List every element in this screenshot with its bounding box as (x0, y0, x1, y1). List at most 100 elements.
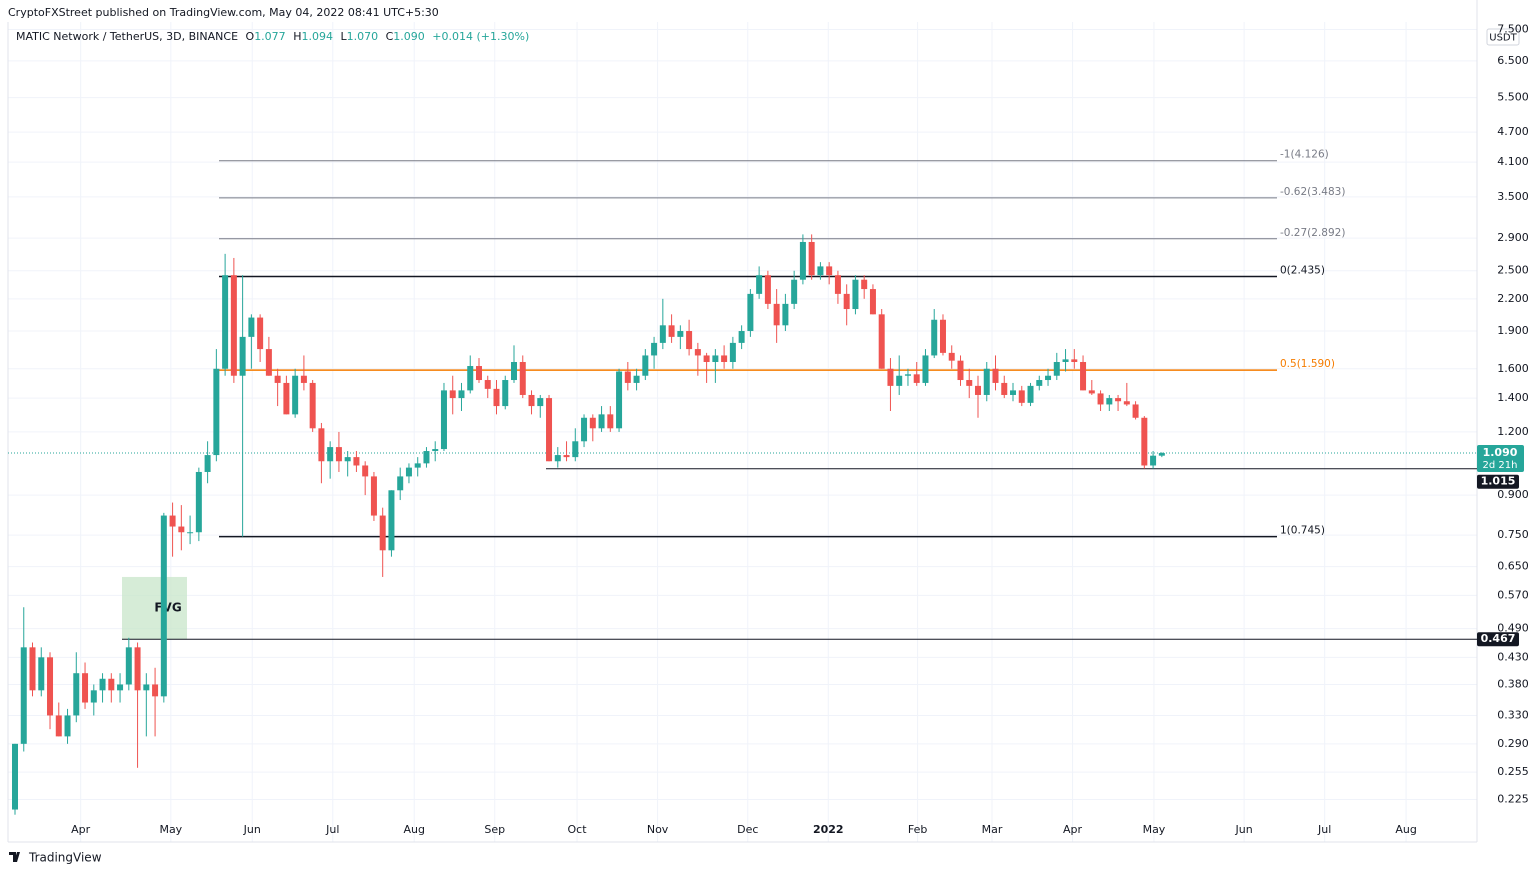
candle-body (913, 374, 920, 383)
candle-body (432, 449, 439, 452)
candle-body (248, 317, 255, 337)
candle-body (887, 368, 894, 386)
candle-body (82, 673, 89, 703)
candle-body (335, 447, 342, 462)
candle-body (519, 362, 526, 395)
candle-body (808, 241, 815, 276)
y-tick-label: 4.100 (1497, 155, 1529, 168)
candle-body (152, 684, 159, 697)
candle-body (64, 715, 71, 737)
candle-body (852, 279, 859, 310)
y-tick-label: 5.500 (1497, 91, 1529, 104)
y-tick-label: 4.700 (1497, 125, 1529, 138)
candle-body (108, 678, 115, 691)
y-tick-label: 0.430 (1497, 650, 1529, 663)
y-tick-label: 1.600 (1497, 362, 1529, 375)
candle-body (204, 455, 211, 472)
candle-body (659, 325, 666, 343)
y-tick-label: 0.650 (1497, 560, 1529, 573)
candle-body (29, 647, 36, 691)
candle-body (616, 371, 623, 429)
fib-label: -0.62(3.483) (1280, 186, 1345, 198)
candle-body (1132, 404, 1139, 418)
candle-body (528, 394, 535, 407)
x-tick-label: Dec (737, 823, 758, 836)
candle-body (99, 678, 106, 691)
candle-body (440, 390, 447, 450)
candle-body (388, 490, 395, 551)
candle-body (878, 314, 885, 369)
x-tick-label: May (159, 823, 182, 836)
candle-body (1062, 359, 1069, 363)
price-tag-label: 0.467 (1481, 632, 1516, 645)
price-tag (1477, 632, 1519, 647)
candle-body (467, 366, 474, 391)
candle-body (1115, 398, 1122, 402)
candle-body (581, 417, 588, 442)
candle-body (484, 380, 491, 389)
price-tag (1477, 474, 1519, 489)
readout-key: O (246, 30, 255, 43)
candle-body (502, 380, 509, 407)
candle-body (756, 275, 763, 294)
candle-body (782, 303, 789, 326)
candle-body (511, 362, 518, 381)
x-tick-label: Nov (647, 823, 669, 836)
candle-body (712, 355, 719, 363)
candle-body (703, 355, 710, 363)
symbol: MATIC Network / TetherUS, 3D, BINANCE (16, 30, 238, 43)
candle-body (1080, 362, 1087, 391)
candle-body (38, 657, 45, 691)
candle-body (869, 289, 876, 315)
candle-body (195, 471, 202, 533)
candle-body (992, 368, 999, 383)
y-tick-label: 0.380 (1497, 677, 1529, 690)
x-tick-label: Mar (982, 823, 1003, 836)
candle-body (20, 647, 27, 744)
candle-body (90, 690, 97, 703)
candle-body (904, 374, 911, 376)
x-tick-label: Oct (568, 823, 588, 836)
candle-body (327, 447, 334, 462)
candle-body (1053, 362, 1060, 376)
candle-body (572, 441, 579, 458)
candle-body (607, 414, 614, 429)
candle-body (1001, 382, 1008, 395)
x-tick-label: Apr (71, 823, 91, 836)
readout-key: H (293, 30, 301, 43)
candle-body (589, 417, 596, 429)
candle-body (274, 375, 281, 383)
candle-body (405, 467, 412, 477)
y-tick-label: 3.500 (1497, 190, 1529, 203)
readout-value: 1.094 (301, 30, 333, 43)
y-tick-label: 1.200 (1497, 425, 1529, 438)
candle-body (1027, 385, 1034, 403)
candle-body (222, 275, 229, 369)
price-tag (1477, 445, 1524, 473)
candle-body (729, 342, 736, 363)
candle-body (1071, 359, 1078, 363)
y-tick-label: 0.490 (1497, 622, 1529, 635)
candle-body (624, 371, 631, 383)
fib-label: 1(0.745) (1280, 525, 1325, 537)
candle-body (239, 336, 246, 376)
candle-body (169, 515, 176, 527)
y-tick-label: 0.290 (1497, 737, 1529, 750)
y-tick-label: 1.400 (1497, 391, 1529, 404)
x-tick-label: 2022 (813, 823, 844, 836)
candle-body (318, 428, 325, 462)
candle-body (493, 388, 500, 407)
candle-body (686, 331, 693, 350)
x-tick-label: Jul (1317, 823, 1331, 836)
candle-body (47, 657, 54, 716)
x-tick-label: Sep (484, 823, 505, 836)
candle-body (1158, 453, 1165, 456)
price-tag-label: 1.090 (1483, 446, 1518, 459)
y-tick-label: 7.500 (1497, 22, 1529, 35)
candle-body (187, 532, 194, 534)
countdown: 2d 21h (1483, 460, 1518, 471)
candle-body (1150, 455, 1157, 466)
y-tick-label: 2.500 (1497, 264, 1529, 277)
candle-body (957, 360, 964, 381)
